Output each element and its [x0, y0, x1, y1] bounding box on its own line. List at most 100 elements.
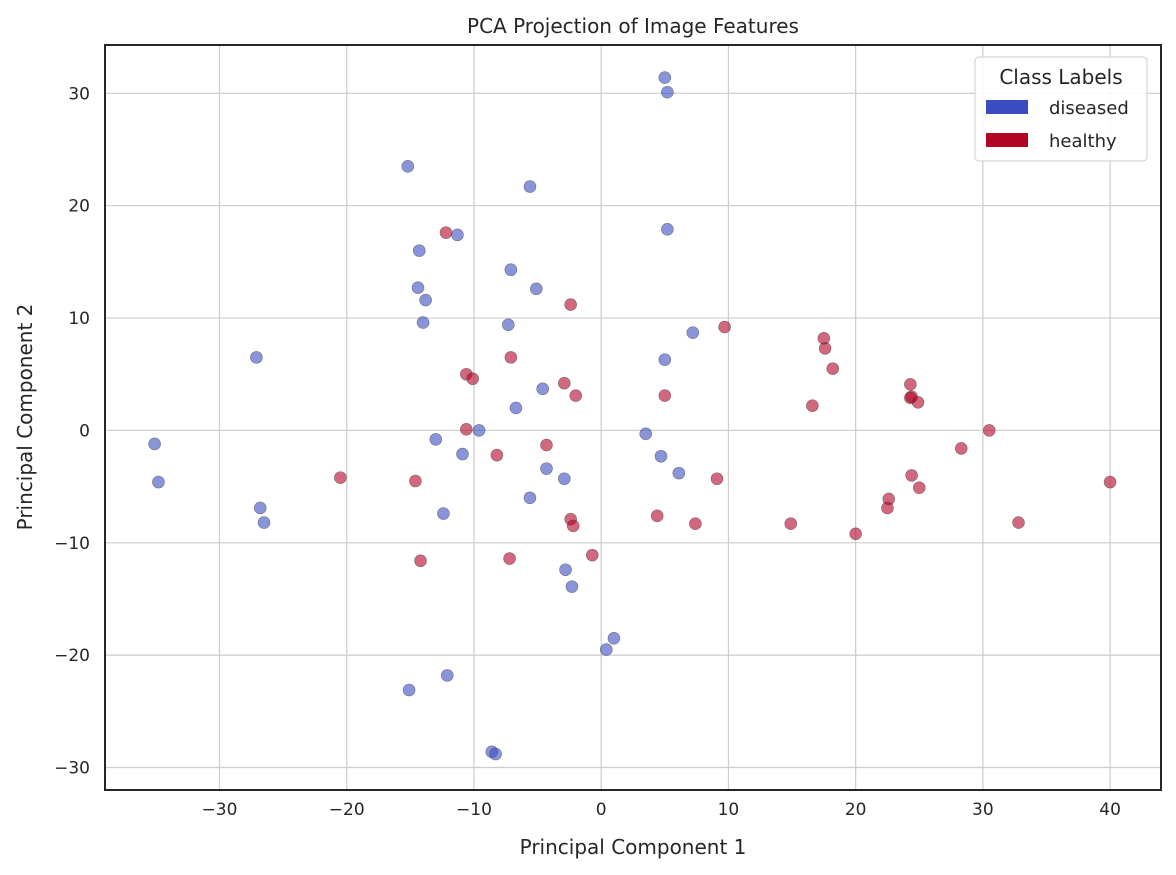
x-tick-label: −20 [329, 800, 365, 820]
legend-label-diseased: diseased [1049, 98, 1129, 119]
data-point-healthy [818, 342, 832, 355]
data-points [148, 71, 1117, 761]
x-tick-label: 10 [718, 800, 740, 820]
data-point-healthy [826, 362, 840, 375]
y-tick-label: 20 [68, 197, 90, 217]
data-point-healthy [503, 552, 516, 565]
data-point-diseased [402, 683, 416, 697]
data-point-healthy [569, 389, 583, 402]
data-point-healthy [689, 517, 702, 530]
data-point-healthy [710, 472, 724, 486]
data-point-healthy [954, 442, 968, 455]
legend-swatch-diseased [986, 100, 1028, 114]
data-point-diseased [654, 449, 668, 463]
data-point-healthy [439, 226, 453, 239]
data-point-healthy [718, 320, 731, 334]
data-point-healthy [460, 422, 473, 436]
data-point-diseased [456, 447, 469, 461]
data-point-healthy [540, 438, 553, 452]
data-point-healthy [504, 351, 518, 364]
data-point-healthy [650, 509, 664, 523]
data-point-diseased [412, 244, 426, 257]
y-tick-label: 0 [79, 421, 90, 441]
data-point-diseased [607, 632, 621, 645]
data-point-diseased [509, 401, 523, 415]
data-point-healthy [557, 376, 571, 390]
data-point-diseased [148, 437, 161, 451]
data-point-diseased [253, 501, 267, 515]
data-point-diseased [504, 263, 518, 277]
data-point-healthy [409, 474, 422, 488]
data-point-healthy [905, 469, 918, 482]
legend-label-healthy: healthy [1049, 131, 1117, 152]
data-point-diseased [451, 228, 464, 242]
data-point-healthy [849, 527, 862, 541]
legend-title: Class Labels [999, 65, 1122, 89]
data-point-diseased [437, 507, 450, 520]
data-point-diseased [536, 382, 549, 396]
legend: Class Labels diseased healthy [974, 56, 1148, 162]
data-point-healthy [490, 448, 504, 462]
data-point-diseased [565, 580, 579, 593]
data-point-healthy [585, 548, 599, 562]
data-point-healthy [566, 519, 580, 533]
x-axis-label: Principal Component 1 [520, 835, 747, 859]
data-point-healthy [334, 471, 347, 484]
y-tick-label: 10 [68, 309, 90, 329]
data-point-diseased [257, 516, 271, 529]
data-point-healthy [904, 378, 917, 391]
data-point-healthy [466, 372, 479, 386]
y-tick-label: −20 [54, 646, 90, 666]
data-point-healthy [982, 424, 996, 437]
data-point-healthy [1103, 475, 1117, 489]
data-point-diseased [401, 160, 415, 173]
data-point-healthy [564, 298, 577, 311]
x-tick-label: −30 [202, 800, 238, 820]
y-tick-label: −10 [54, 534, 90, 554]
y-axis-label: Principal Component 2 [13, 304, 37, 531]
x-tick-label: 30 [972, 800, 994, 820]
data-point-diseased [429, 433, 443, 446]
data-point-diseased [559, 563, 572, 577]
x-tick-label: 0 [596, 800, 607, 820]
data-point-diseased [250, 351, 263, 364]
data-point-diseased [661, 222, 674, 236]
data-point-healthy [912, 481, 926, 495]
data-point-diseased [416, 316, 430, 329]
data-point-diseased [523, 180, 537, 193]
data-point-diseased [686, 326, 700, 339]
data-point-diseased [502, 318, 515, 332]
data-point-diseased [672, 466, 686, 480]
data-point-diseased [152, 475, 165, 489]
data-point-diseased [661, 85, 674, 99]
data-point-diseased [411, 281, 425, 295]
grid-lines [105, 45, 1161, 790]
x-tick-labels: −30 −20 −10 0 10 20 30 40 [202, 800, 1121, 820]
data-point-healthy [1012, 516, 1025, 529]
data-point-diseased [489, 747, 502, 761]
data-point-healthy [881, 501, 894, 515]
data-point-diseased [472, 424, 486, 437]
data-point-diseased [658, 71, 672, 84]
plot-frame [104, 44, 1162, 791]
y-tick-labels: −30 −20 −10 0 10 20 30 [54, 84, 90, 778]
data-point-healthy [806, 399, 819, 413]
x-tick-label: 40 [1099, 800, 1121, 820]
data-point-diseased [599, 643, 613, 656]
data-point-diseased [540, 462, 553, 475]
y-tick-label: 30 [68, 84, 90, 104]
x-tick-label: −10 [456, 800, 492, 820]
chart-title: PCA Projection of Image Features [467, 14, 799, 38]
y-tick-label: −30 [54, 759, 90, 779]
data-point-diseased [557, 472, 571, 486]
legend-swatch-healthy [986, 133, 1028, 147]
data-point-healthy [911, 396, 925, 409]
data-point-diseased [639, 427, 653, 441]
data-point-diseased [419, 293, 432, 307]
data-point-diseased [523, 491, 537, 505]
data-point-healthy [658, 389, 672, 402]
data-point-healthy [784, 517, 798, 530]
data-point-diseased [530, 282, 543, 296]
data-point-diseased [658, 353, 672, 366]
